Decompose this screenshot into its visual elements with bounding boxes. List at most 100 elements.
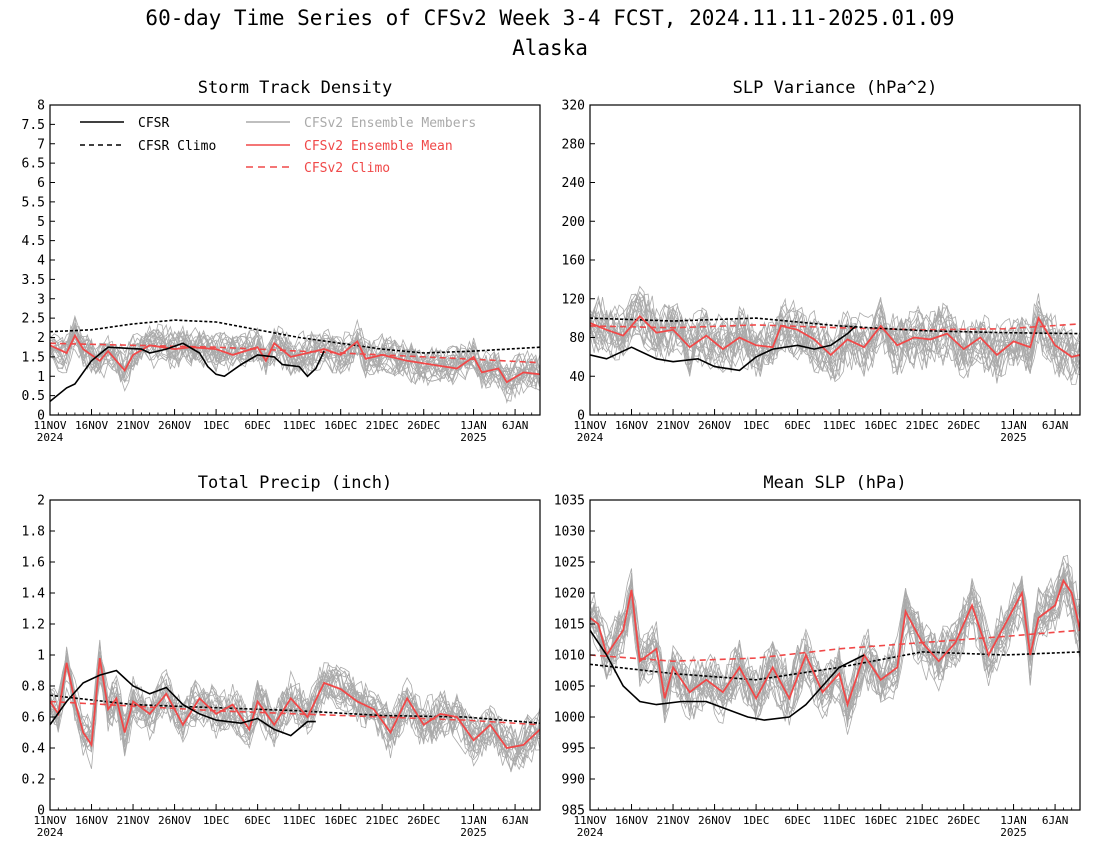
x-tick-label: 1JAN (460, 814, 487, 827)
legend-label-members: CFSv2 Ensemble Members (304, 116, 476, 131)
ensemble-member-line (590, 303, 1080, 376)
ensemble-member-line (590, 580, 1080, 717)
y-tick-label: 6 (37, 176, 45, 191)
y-tick-label: 200 (562, 215, 585, 230)
y-tick-label: 3.5 (22, 273, 45, 288)
x-tick-label: 16DEC (864, 814, 897, 827)
series-cfsv2-climo (590, 323, 1080, 331)
y-tick-label: 2 (37, 331, 45, 346)
x-tick-label: 11NOV (33, 814, 66, 827)
legend: CFSR CFSR Climo CFSv2 Ensemble Members CFSv… (80, 116, 476, 176)
y-tick-label: 1 (37, 370, 45, 385)
x-tick-label: 26NOV (698, 814, 731, 827)
y-tick-label: 2.5 (22, 312, 45, 327)
ensemble-members (590, 285, 1080, 386)
x-tick-label: 11NOV (573, 814, 606, 827)
series-ens-mean (50, 657, 540, 749)
ensemble-member-line (50, 327, 540, 392)
y-tick-label: 995 (562, 742, 585, 757)
x-tick-label: 6JAN (502, 814, 529, 827)
x-tick-label: 16DEC (324, 814, 357, 827)
panel-title: Storm Track Density (198, 78, 392, 98)
x-tick-label: 26NOV (158, 814, 191, 827)
y-tick-label: 0.2 (22, 773, 45, 788)
panel-title: SLP Variance (hPa^2) (733, 78, 938, 98)
x-tick-label: 11DEC (823, 814, 856, 827)
y-tick-label: 6.5 (22, 157, 45, 172)
legend-label-cfsr: CFSR (138, 116, 169, 131)
y-tick-label: 0 (37, 409, 45, 424)
x-tick-year-label: 2025 (460, 826, 487, 839)
y-tick-label: 0 (577, 409, 585, 424)
x-tick-label: 21DEC (906, 419, 939, 432)
x-tick-label: 1JAN (1000, 419, 1027, 432)
x-tick-year-label: 2024 (577, 826, 604, 839)
x-tick-label: 21DEC (366, 419, 399, 432)
series-cfsv2-climo (590, 629, 1080, 663)
y-tick-label: 1.5 (22, 350, 45, 365)
y-tick-label: 1020 (554, 587, 585, 602)
y-tick-label: 1.4 (22, 587, 46, 602)
y-tick-label: 0.8 (22, 680, 45, 695)
y-tick-label: 1.2 (22, 618, 45, 633)
x-tick-label: 1DEC (743, 814, 770, 827)
y-tick-label: 320 (562, 99, 585, 114)
y-tick-label: 1.6 (22, 556, 45, 571)
y-tick-label: 0.6 (22, 711, 45, 726)
x-tick-label: 16DEC (864, 419, 897, 432)
x-tick-label: 21NOV (656, 419, 689, 432)
legend-label-cfsr-climo: CFSR Climo (138, 139, 216, 154)
ensemble-member-line (50, 323, 540, 402)
plot-area (590, 285, 1080, 386)
x-tick-label: 1DEC (203, 814, 230, 827)
y-tick-label: 1000 (554, 711, 585, 726)
x-tick-label: 1DEC (203, 419, 230, 432)
figure-title: 60-day Time Series of CFSv2 Week 3-4 FCS… (145, 6, 955, 30)
plot-frame (589, 499, 1081, 811)
x-tick-label: 11DEC (283, 419, 316, 432)
x-tick-label: 6DEC (244, 419, 271, 432)
series-cfsr (590, 325, 857, 372)
y-tick-label: 3 (37, 292, 45, 307)
y-tick-label: 1025 (554, 556, 585, 571)
x-tick-label: 11NOV (573, 419, 606, 432)
x-tick-year-label: 2025 (1000, 826, 1027, 839)
y-tick-label: 1 (37, 649, 45, 664)
y-tick-label: 7.5 (22, 118, 45, 133)
x-tick-label: 6DEC (784, 419, 811, 432)
x-tick-label: 26DEC (947, 419, 980, 432)
y-tick-label: 1015 (554, 618, 585, 633)
x-tick-label: 26DEC (407, 814, 440, 827)
x-tick-label: 1JAN (1000, 814, 1027, 827)
y-tick-label: 1005 (554, 680, 585, 695)
y-tick-label: 1010 (554, 649, 585, 664)
ensemble-member-line (590, 580, 1080, 710)
y-tick-label: 80 (569, 331, 585, 346)
series-cfsv2-climo (50, 700, 540, 726)
panel-title: Mean SLP (hPa) (763, 473, 906, 493)
x-tick-label: 6JAN (502, 419, 529, 432)
x-tick-year-label: 2024 (577, 431, 604, 444)
series-cfsr-climo (50, 694, 540, 724)
figure-subtitle: Alaska (512, 36, 588, 60)
series-ens-mean (590, 314, 1080, 358)
plot-area (50, 314, 540, 404)
plot-area (590, 554, 1080, 735)
series-cfsr (50, 669, 316, 737)
plot-area (50, 639, 540, 773)
ensemble-member-line (50, 326, 540, 396)
x-tick-label: 16NOV (75, 814, 108, 827)
x-tick-label: 21NOV (116, 814, 149, 827)
y-tick-label: 2 (37, 494, 45, 509)
ensemble-member-line (50, 330, 540, 386)
x-tick-label: 11DEC (283, 814, 316, 827)
y-tick-label: 0.5 (22, 389, 45, 404)
series-cfsv2-climo (50, 342, 540, 364)
x-tick-label: 26DEC (947, 814, 980, 827)
panel-storm: Storm Track Density 0 0.5 1 1.5 2 2.5 3 3.5 4 4.5 5… (22, 78, 541, 444)
y-tick-label: 0 (37, 804, 45, 819)
y-tick-label: 1.8 (22, 525, 45, 540)
ensemble-member-line (590, 567, 1080, 716)
x-tick-label: 21NOV (656, 814, 689, 827)
